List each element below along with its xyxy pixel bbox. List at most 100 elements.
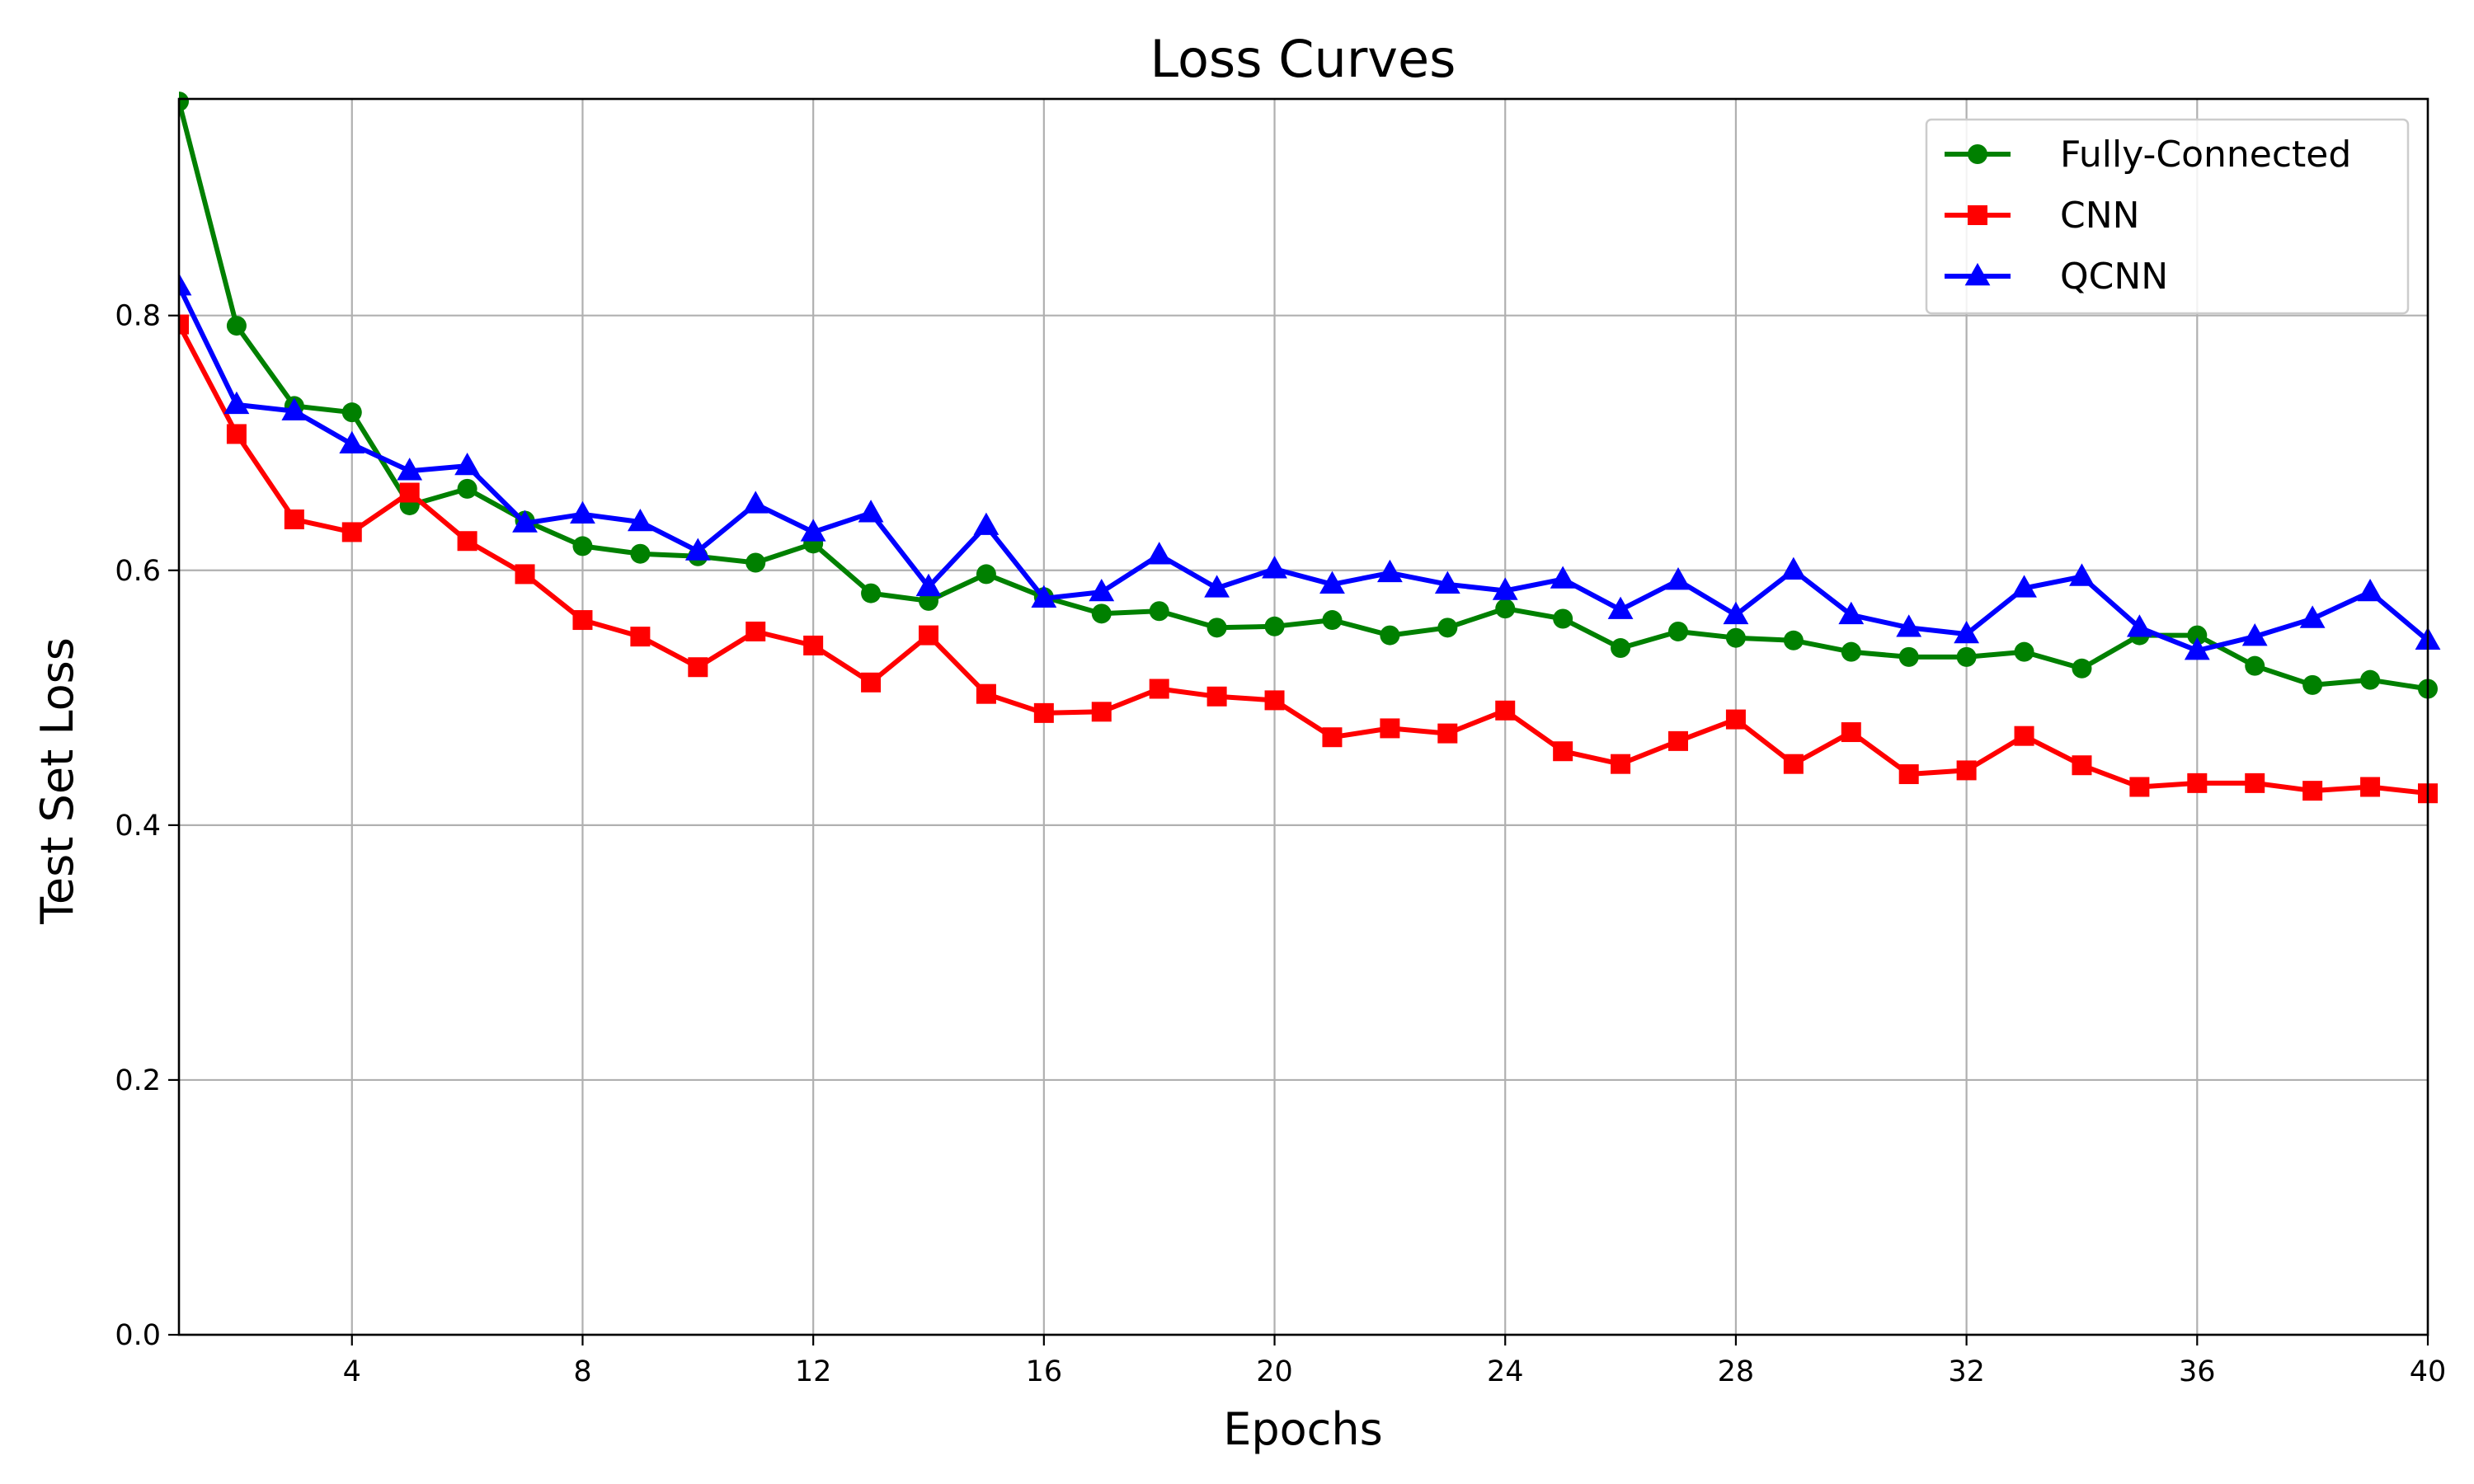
- legend-item: CNN: [1945, 195, 2140, 237]
- y-tick-label: 0.0: [115, 1319, 161, 1352]
- data-point: [630, 627, 651, 647]
- x-tick-label: 16: [1026, 1355, 1063, 1388]
- data-point: [1204, 575, 1230, 598]
- x-tick-label: 8: [573, 1355, 591, 1388]
- data-point: [1033, 702, 1054, 723]
- plot-frame: [177, 97, 2429, 1336]
- data-point: [341, 522, 362, 542]
- legend-marker: [1964, 262, 1991, 286]
- data-point: [742, 491, 769, 514]
- data-point: [1380, 718, 1400, 739]
- data-point: [688, 657, 708, 678]
- x-tick-label: 24: [1487, 1355, 1524, 1388]
- data-point: [1149, 601, 1169, 622]
- data-point: [2245, 773, 2265, 793]
- series-line: [179, 99, 2430, 692]
- data-point: [2072, 755, 2092, 776]
- data-point: [1956, 646, 1977, 667]
- data-point: [1089, 578, 1115, 602]
- data-point: [2187, 773, 2208, 793]
- data-point: [630, 543, 651, 564]
- y-tick-label: 0.2: [115, 1064, 161, 1097]
- series-qcnn: [179, 273, 2441, 660]
- legend-label: QCNN: [2060, 256, 2168, 298]
- data-point: [2072, 658, 2092, 679]
- data-point: [1319, 571, 1345, 594]
- data-point: [1956, 760, 1977, 781]
- data-point: [2126, 614, 2152, 637]
- data-point: [1607, 596, 1634, 619]
- data-point: [1723, 601, 1749, 625]
- data-point: [1262, 556, 1287, 579]
- data-point: [2302, 781, 2323, 801]
- data-point: [1553, 608, 1573, 629]
- data-point: [572, 610, 593, 631]
- data-point: [1725, 627, 1746, 648]
- y-tick-label: 0.4: [115, 810, 161, 843]
- data-point: [454, 452, 481, 476]
- data-point: [1146, 542, 1173, 565]
- data-point: [1725, 709, 1746, 730]
- data-point: [179, 273, 192, 296]
- legend-box: [1925, 118, 2410, 315]
- x-tick-label: 40: [2410, 1355, 2447, 1388]
- data-point: [1841, 641, 1861, 662]
- data-point: [1492, 577, 1518, 600]
- axis-ticks: 4 8 12 16 20 24 28 32 36 40 0.0 0.2 0.4 0.6 0.8: [115, 300, 2446, 1388]
- data-point: [457, 531, 477, 552]
- data-point: [1611, 638, 1631, 659]
- data-point: [515, 564, 535, 585]
- data-point: [2360, 669, 2381, 690]
- data-point: [1091, 702, 1112, 722]
- data-point: [2187, 625, 2208, 646]
- data-point: [1665, 567, 1691, 590]
- data-point: [457, 478, 477, 499]
- series-group: [179, 92, 2441, 804]
- y-tick-label: 0.6: [115, 555, 161, 588]
- data-point: [976, 564, 996, 585]
- data-point: [1954, 620, 1980, 644]
- data-point: [223, 391, 250, 415]
- data-point: [2357, 578, 2383, 602]
- data-point: [1783, 630, 1804, 650]
- data-point: [399, 482, 420, 503]
- data-point: [1434, 571, 1460, 594]
- data-point: [1553, 741, 1573, 762]
- data-point: [1206, 618, 1227, 638]
- data-point: [512, 510, 538, 533]
- data-point: [1437, 618, 1458, 638]
- data-point: [1091, 603, 1112, 624]
- data-point: [919, 625, 938, 646]
- data-point: [397, 458, 423, 481]
- data-point: [284, 509, 304, 529]
- data-point: [1898, 764, 1919, 785]
- legend-marker: [1968, 144, 1987, 164]
- data-point: [2302, 674, 2323, 695]
- data-point: [572, 536, 593, 556]
- data-point: [1495, 599, 1516, 619]
- data-point: [179, 314, 189, 335]
- data-point: [2245, 655, 2265, 676]
- series-cnn: [179, 314, 2438, 804]
- data-point: [1495, 700, 1516, 721]
- data-point: [1322, 610, 1343, 631]
- data-point: [2011, 575, 2037, 598]
- data-point: [1376, 559, 1403, 583]
- x-axis-label: Epochs: [1223, 1403, 1382, 1455]
- x-tick-label: 12: [795, 1355, 832, 1388]
- data-point: [2014, 641, 2034, 662]
- data-point: [627, 508, 653, 532]
- data-point: [976, 683, 996, 704]
- data-point: [1783, 754, 1804, 774]
- data-point: [861, 583, 882, 603]
- data-point: [1550, 566, 1576, 589]
- data-point: [1780, 556, 1807, 580]
- data-point: [2184, 637, 2210, 660]
- data-point: [341, 402, 362, 423]
- data-point: [1264, 690, 1285, 711]
- legend-item: QCNN: [1945, 256, 2168, 298]
- data-point: [1437, 723, 1458, 744]
- data-point: [2241, 623, 2268, 646]
- x-tick-label: 28: [1718, 1355, 1755, 1388]
- data-point: [281, 397, 308, 420]
